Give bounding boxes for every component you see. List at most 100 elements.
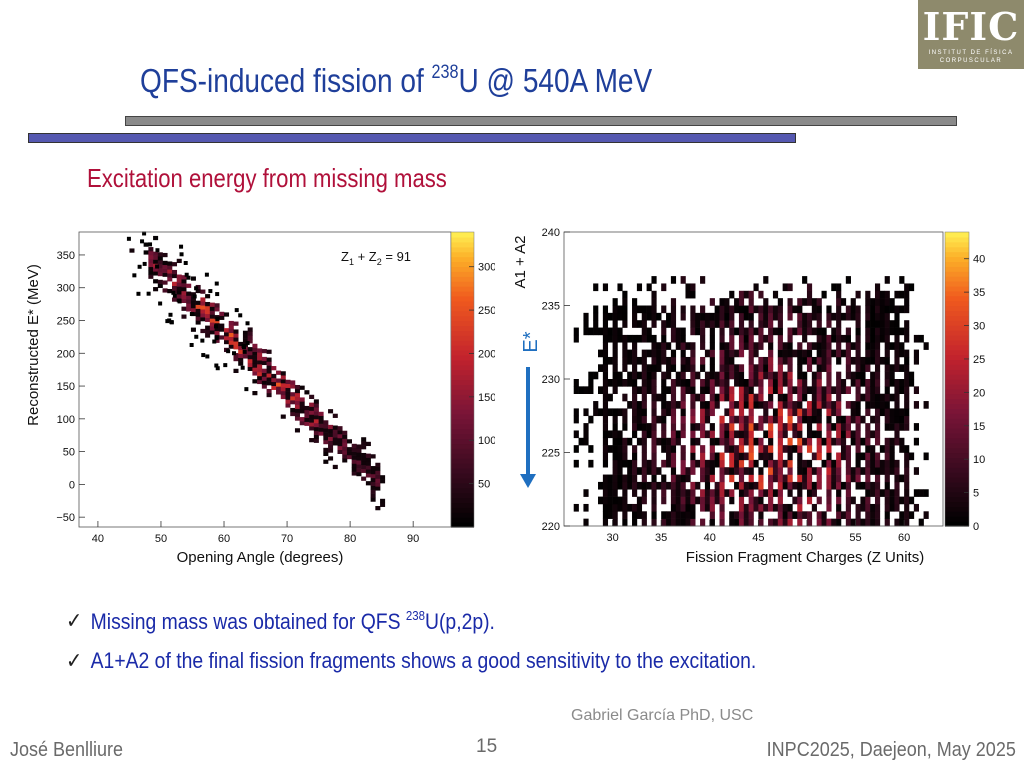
heatmap-cell	[758, 342, 764, 350]
heatmap-cell	[724, 445, 730, 453]
heatmap-cell	[734, 445, 740, 453]
heatmap-cell	[709, 298, 715, 306]
heatmap-cell	[850, 298, 856, 306]
heatmap-cell	[661, 371, 667, 380]
heatmap-cell	[675, 371, 681, 380]
heatmap-cell	[172, 293, 177, 298]
heatmap-cell	[190, 307, 196, 313]
colorbar-tick-label: 35	[973, 287, 985, 299]
heatmap-cell	[729, 518, 735, 527]
heatmap-cell	[661, 408, 667, 417]
heatmap-cell	[622, 511, 628, 519]
colorbar-segment	[451, 468, 474, 474]
heatmap-cell	[738, 445, 745, 453]
heatmap-cell	[709, 423, 715, 431]
heatmap-cell	[738, 342, 745, 350]
heatmap-cell	[806, 312, 813, 321]
heatmap-cell	[787, 393, 793, 402]
heatmap-cell	[233, 341, 239, 346]
heatmap-cell	[602, 320, 609, 328]
heatmap-cell	[816, 320, 822, 328]
heatmap-cell	[787, 298, 793, 306]
heatmap-cell	[622, 320, 628, 328]
heatmap-cell	[205, 313, 211, 319]
heatmap-cell	[899, 445, 905, 453]
heatmap-cell	[904, 349, 910, 358]
colorbar-segment	[451, 340, 474, 346]
heatmap-cell	[209, 326, 215, 331]
heatmap-cell	[738, 305, 745, 314]
heatmap-cell	[223, 363, 228, 368]
heatmap-cell	[205, 309, 211, 315]
heatmap-cell	[700, 496, 706, 505]
heatmap-cell	[670, 415, 677, 424]
heatmap-cell	[729, 371, 735, 380]
heatmap-cell	[797, 423, 803, 431]
heatmap-cell	[714, 305, 720, 314]
heatmap-cell	[375, 478, 381, 483]
heatmap-cell	[870, 349, 876, 358]
heatmap-cell	[181, 298, 187, 304]
heatmap-cell	[234, 308, 239, 313]
x-axis-label: Opening Angle (degrees)	[177, 549, 344, 566]
heatmap-cell	[806, 327, 813, 336]
heatmap-cell	[636, 467, 643, 475]
heatmap-cell	[612, 386, 618, 394]
heatmap-cell	[831, 334, 837, 343]
heatmap-cell	[204, 272, 209, 277]
heatmap-cell	[763, 445, 769, 453]
heatmap-cell	[309, 402, 315, 407]
heatmap-cell	[748, 423, 754, 431]
heatmap-cell	[865, 379, 871, 387]
heatmap-cell	[806, 408, 813, 417]
heatmap-cell	[704, 467, 711, 475]
heatmap-cell	[700, 415, 706, 424]
heatmap-cell	[651, 415, 657, 424]
heatmap-cell	[195, 284, 201, 290]
heatmap-cell	[836, 408, 842, 417]
heatmap-cell	[607, 503, 613, 512]
heatmap-cell	[884, 518, 890, 527]
heatmap-cell	[884, 437, 890, 446]
heatmap-cell	[738, 371, 745, 380]
heatmap-cell	[904, 305, 910, 314]
heatmap-cell	[646, 305, 652, 314]
heatmap-cell	[836, 481, 842, 490]
heatmap-cell	[195, 300, 201, 305]
heatmap-cell	[313, 430, 319, 436]
heatmap-cell	[860, 481, 866, 490]
heatmap-cell	[636, 437, 643, 446]
heatmap-cell	[729, 445, 735, 453]
heatmap-cell	[850, 467, 856, 475]
heatmap-cell	[661, 401, 667, 409]
heatmap-cell	[651, 379, 657, 387]
heatmap-cell	[261, 349, 267, 354]
heatmap-cell	[695, 459, 701, 468]
heatmap-cell	[870, 371, 876, 380]
heatmap-cell	[245, 321, 250, 326]
heatmap-cell	[607, 496, 613, 505]
heatmap-cell	[743, 379, 749, 387]
heatmap-cell	[285, 399, 291, 404]
heatmap-cell	[831, 518, 837, 527]
heatmap-cell	[748, 415, 754, 424]
colorbar-segment	[451, 246, 474, 253]
heatmap-cell	[636, 481, 643, 490]
heatmap-cell	[768, 327, 774, 336]
heatmap-cell	[641, 349, 647, 358]
heatmap-cell	[821, 518, 827, 527]
heatmap-cell	[285, 395, 291, 400]
heatmap-cell	[729, 290, 735, 299]
heatmap-cell	[884, 371, 890, 380]
heatmap-cell	[874, 511, 881, 519]
colorbar-segment	[945, 388, 969, 395]
colorbar-segment	[451, 325, 474, 331]
heatmap-cell	[884, 489, 890, 497]
heatmap-cell	[889, 459, 895, 468]
heatmap-cell	[913, 386, 920, 394]
colorbar-segment	[451, 379, 474, 386]
heatmap-cell	[280, 386, 286, 392]
heatmap-cell	[622, 437, 628, 446]
heatmap-cell	[899, 511, 905, 519]
heatmap-cell	[879, 334, 885, 343]
